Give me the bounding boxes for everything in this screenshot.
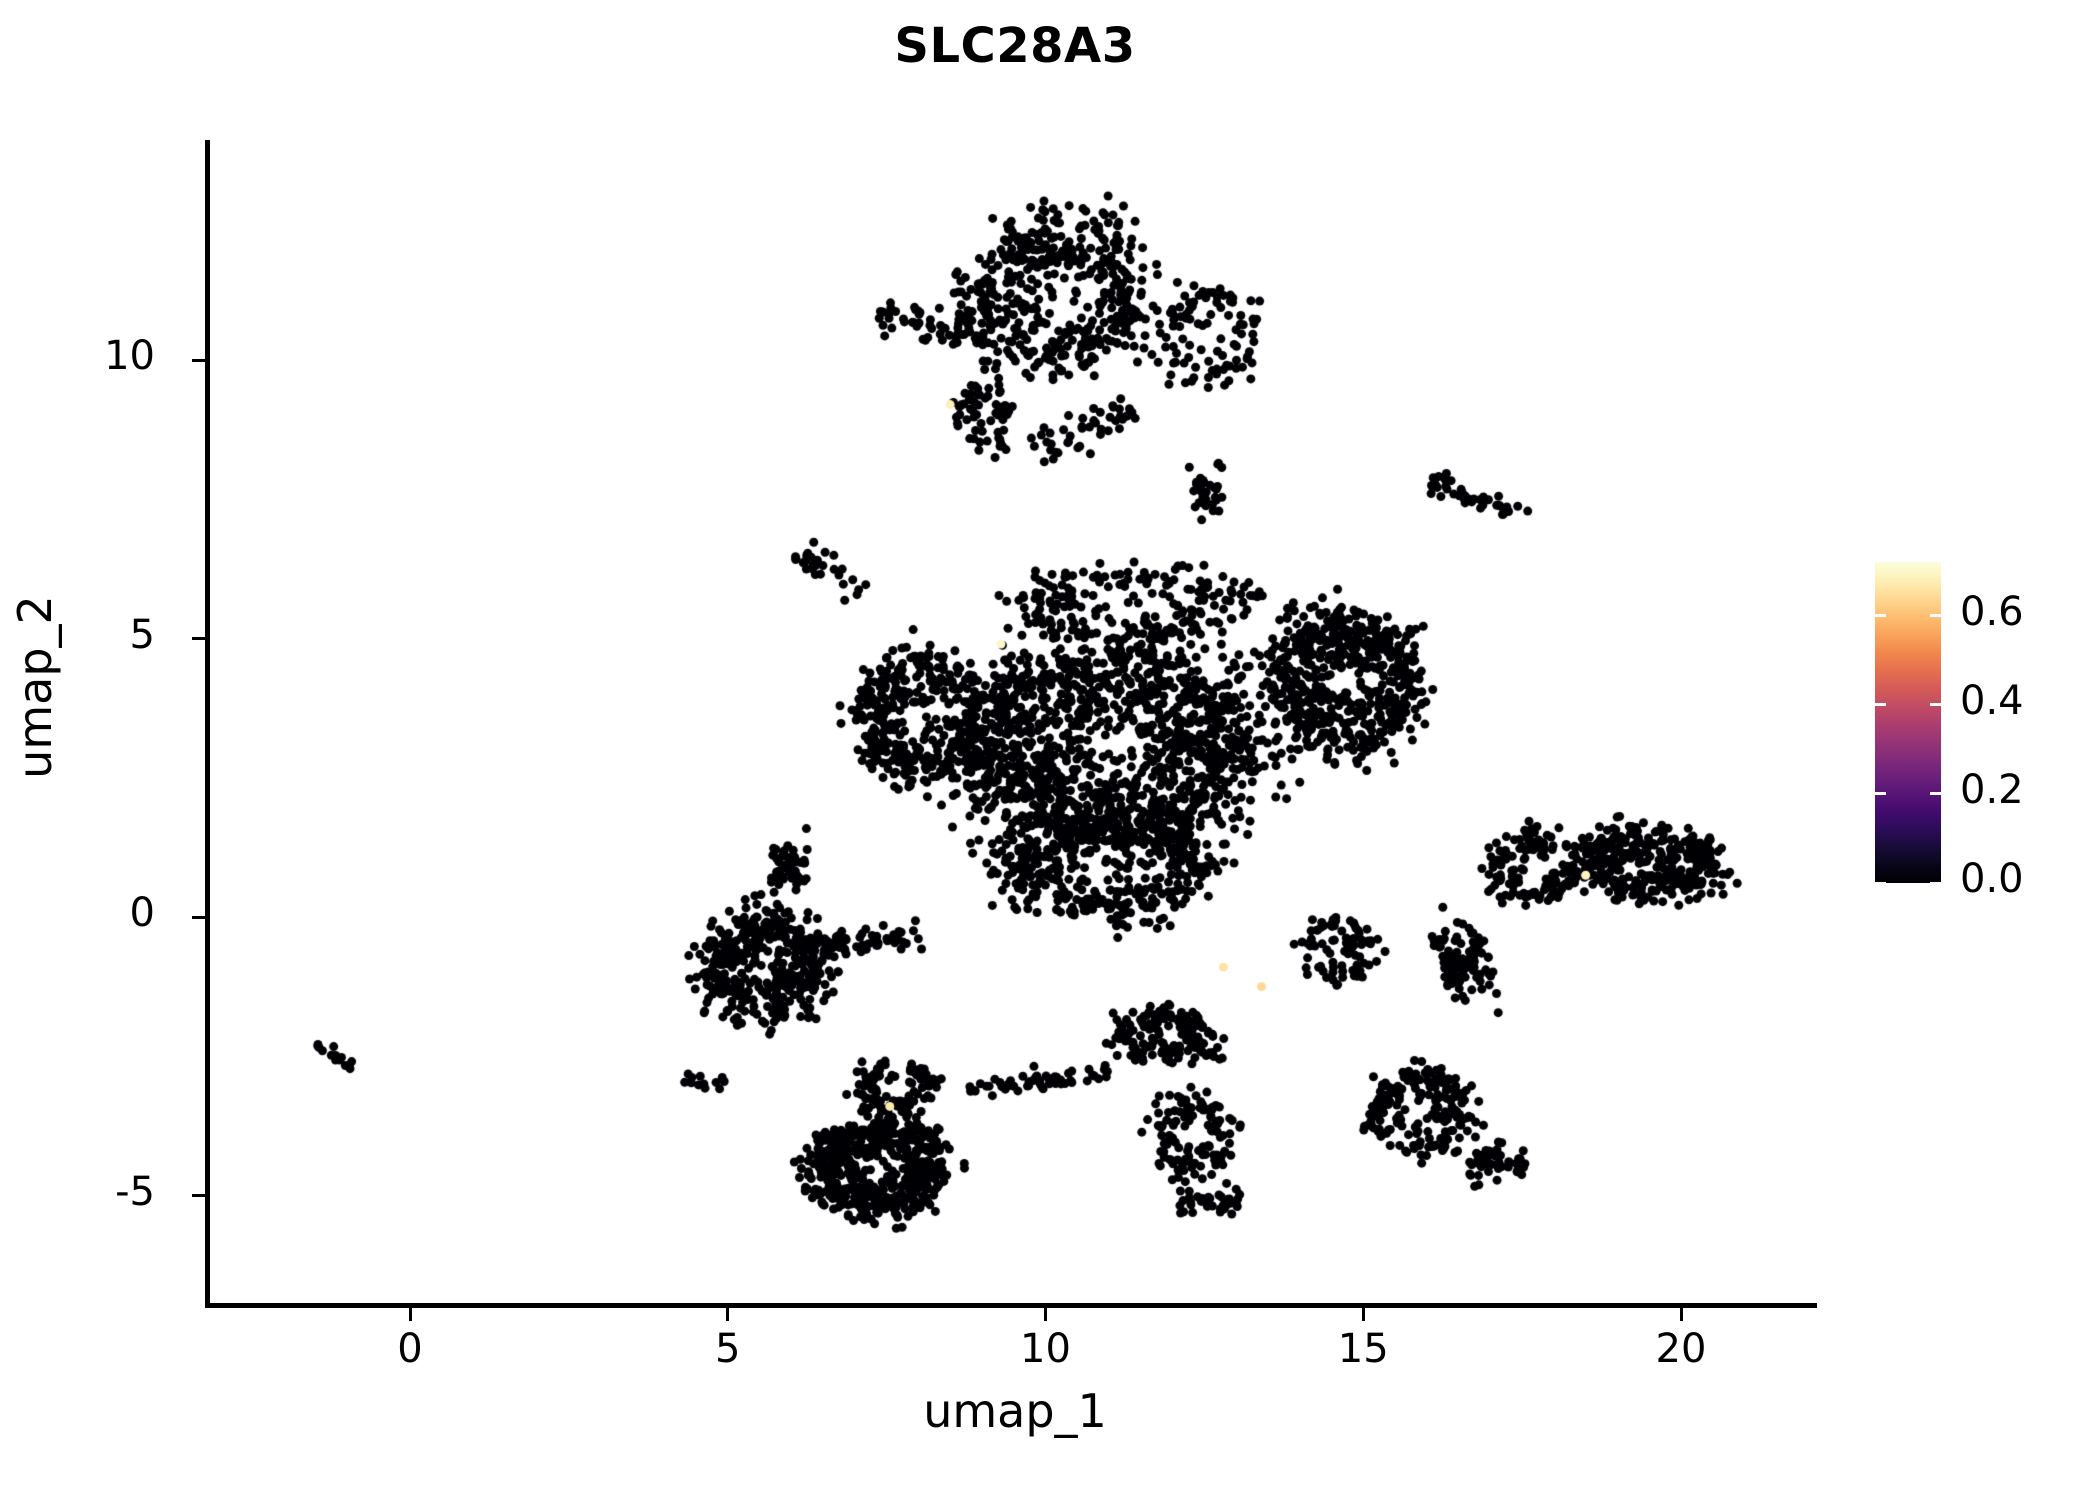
colorbar-tick-0.2 [1875, 792, 1886, 796]
colorbar-tick-label-0.6: 0.6 [1960, 588, 2024, 635]
colorbar-tick-0.6 [1875, 614, 1886, 617]
x-tick-label-10: 10 [1020, 1326, 1071, 1372]
x-tick-10 [1044, 1308, 1047, 1321]
y-tick-label--5: -5 [115, 1168, 155, 1215]
colorbar-gradient [1875, 562, 1941, 883]
x-tick-label-0: 0 [397, 1326, 423, 1372]
x-axis-spine [205, 1303, 1817, 1308]
x-tick-label-15: 15 [1337, 1326, 1389, 1372]
y-axis-label: umap_2 [8, 595, 62, 779]
colorbar-tick-0.0 [1930, 881, 1941, 885]
y-tick--5 [192, 1194, 205, 1197]
colorbar-tick-label-0.2: 0.2 [1960, 766, 2024, 813]
x-tick-20 [1679, 1308, 1683, 1321]
x-tick-label-20: 20 [1655, 1326, 1707, 1372]
colorbar-tick-label-0.0: 0.0 [1960, 856, 2024, 902]
x-tick-15 [1361, 1308, 1365, 1321]
y-tick-10 [192, 358, 205, 362]
y-tick-0 [192, 915, 205, 919]
x-tick-5 [726, 1308, 730, 1321]
y-axis-spine [205, 140, 210, 1308]
y-tick-label-10: 10 [104, 333, 155, 379]
x-tick-0 [408, 1308, 412, 1321]
y-tick-5 [192, 637, 205, 640]
x-axis-label: umap_1 [923, 1384, 1107, 1438]
colorbar-tick-0.4 [1875, 703, 1886, 707]
scatter-plot-area[interactable] [209, 140, 1817, 1305]
y-tick-label-0: 0 [129, 890, 155, 936]
x-tick-label-5: 5 [715, 1326, 741, 1372]
scatter-points-layer [209, 140, 1817, 1305]
colorbar-tick-label-0.4: 0.4 [1960, 677, 2024, 724]
colorbar[interactable] [1875, 562, 1941, 885]
y-tick-label-5: 5 [129, 611, 155, 658]
colorbar-tick-0.2 [1930, 792, 1941, 796]
colorbar-tick-0.4 [1930, 703, 1941, 707]
colorbar-tick-0.6 [1930, 614, 1941, 617]
colorbar-tick-0.0 [1875, 881, 1886, 885]
chart-title: SLC28A3 [894, 18, 1136, 74]
